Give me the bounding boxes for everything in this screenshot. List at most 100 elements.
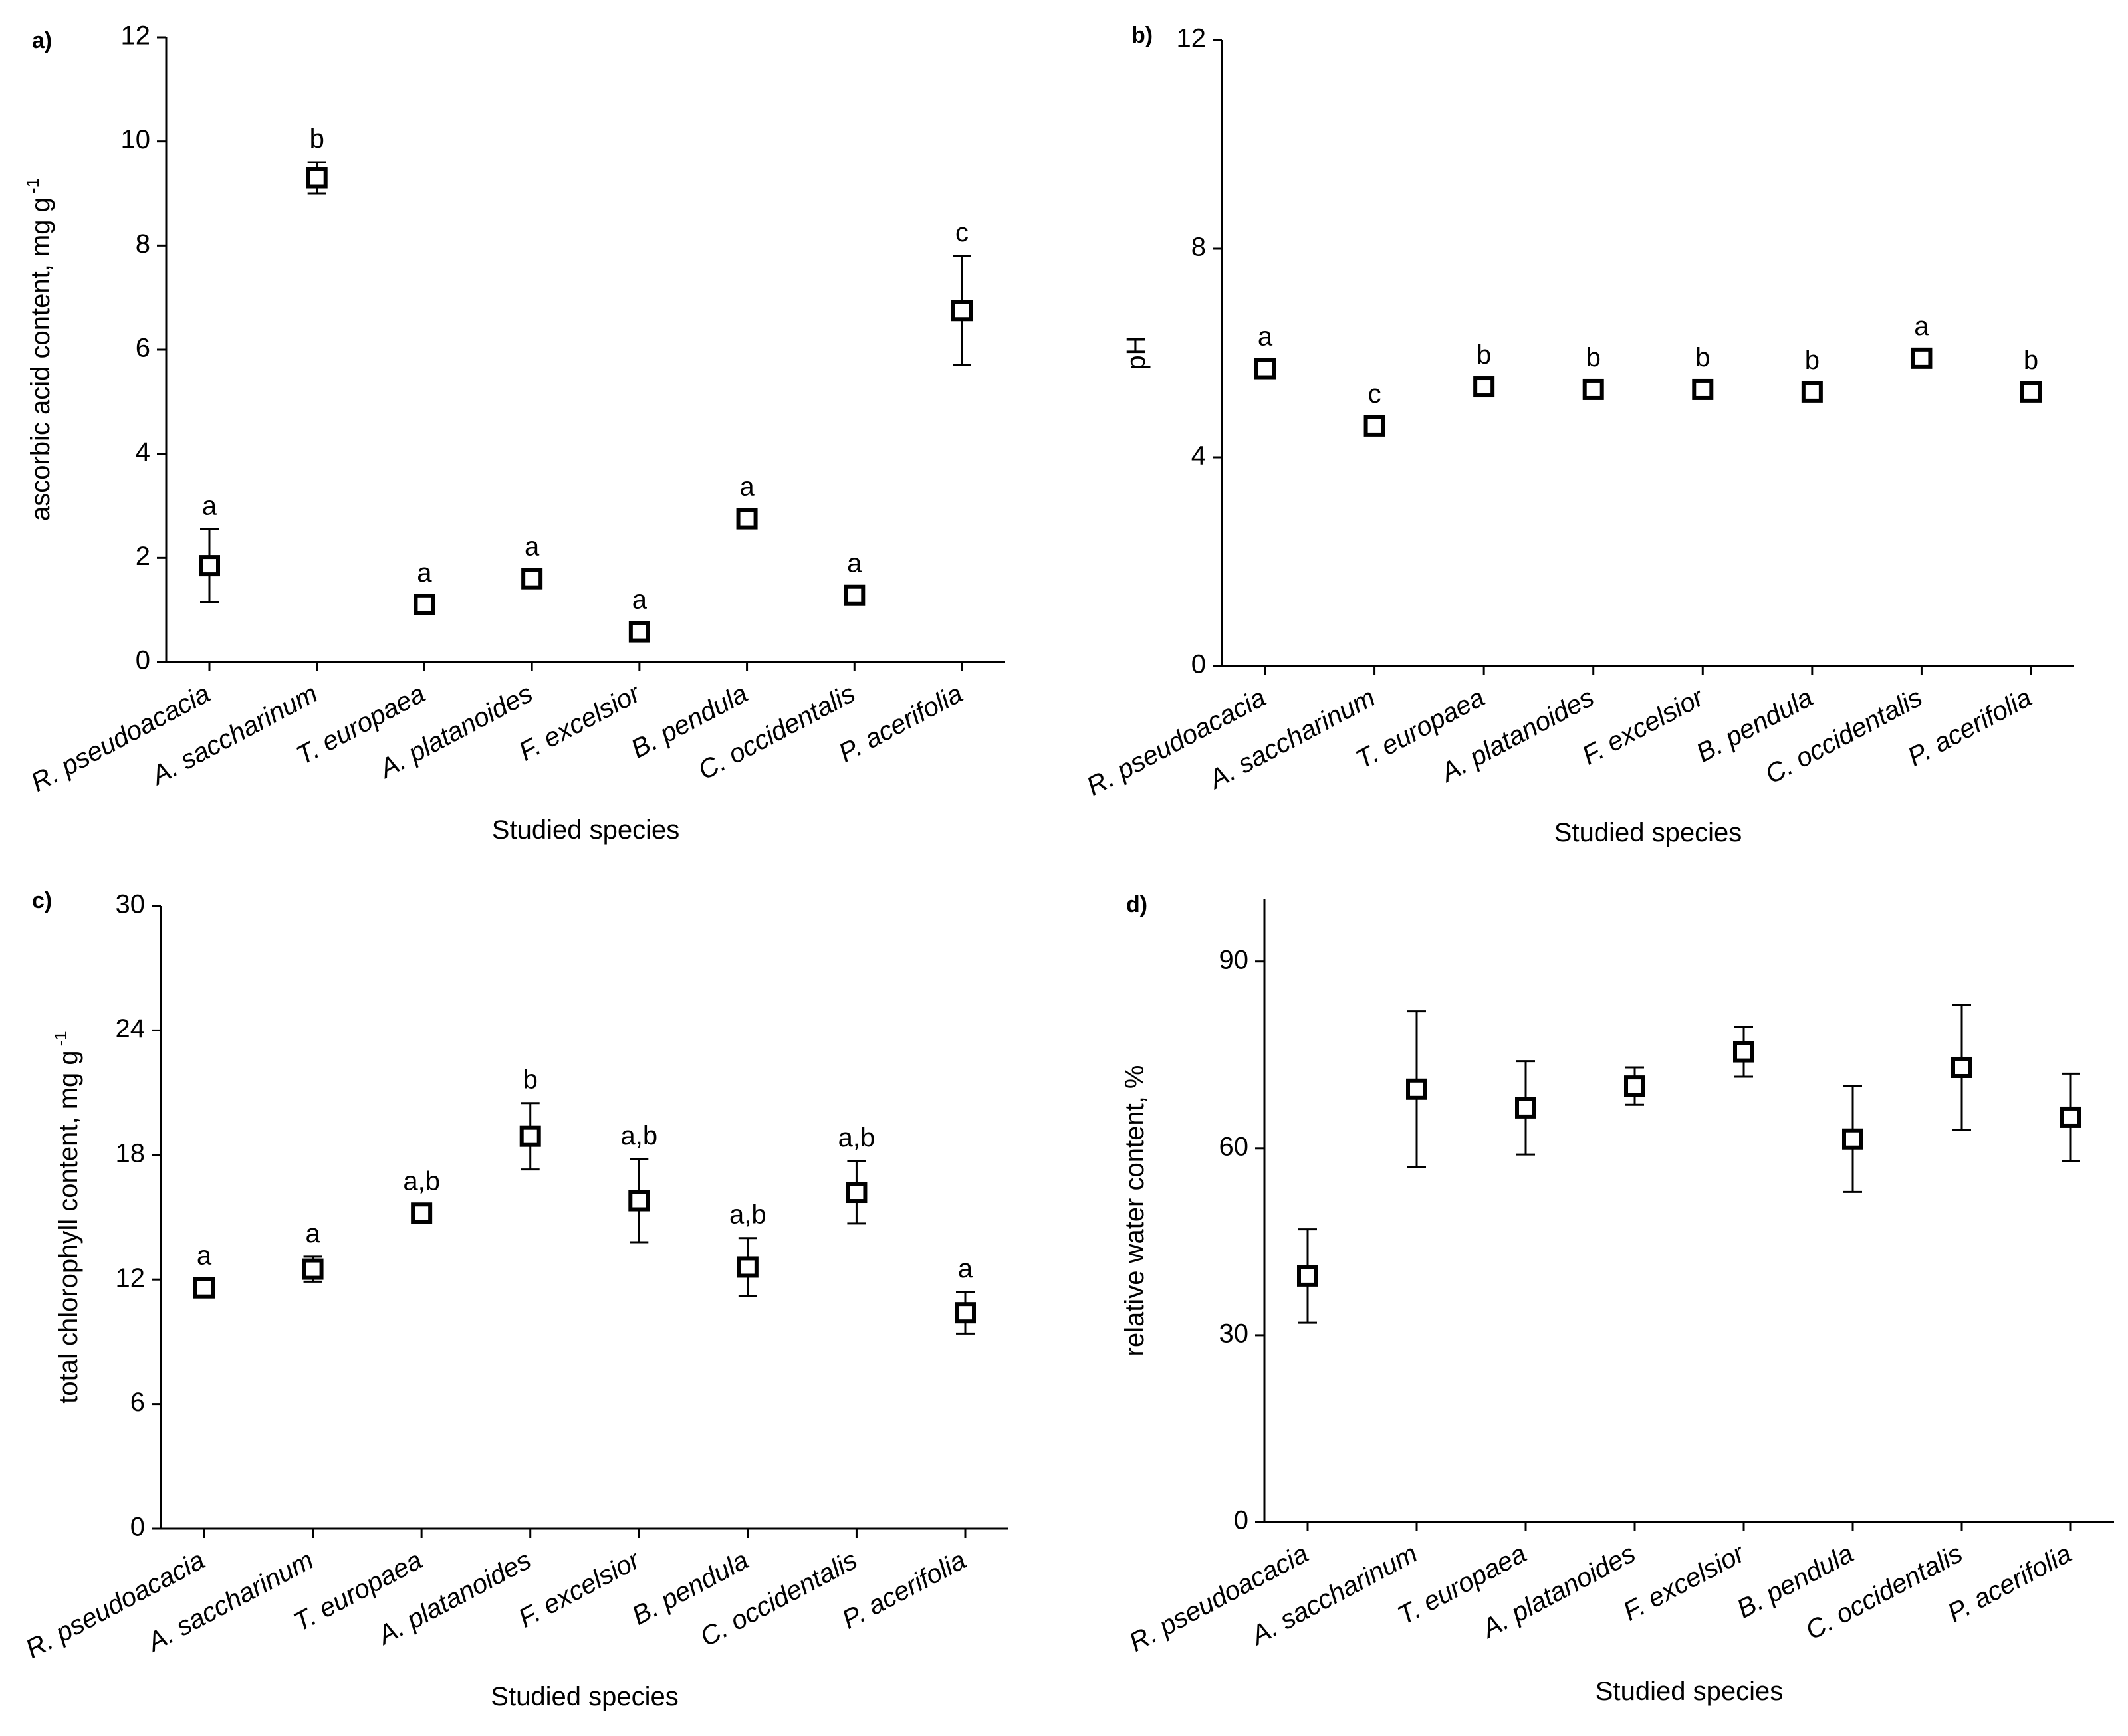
- x-tick-label: F. excelsior: [514, 678, 646, 766]
- panel-label: c): [32, 888, 52, 913]
- x-axis-title: Studied species: [491, 1682, 678, 1711]
- group-letter: a: [847, 549, 862, 578]
- data-point: [1297, 1265, 1318, 1287]
- group-letter: a: [525, 532, 540, 562]
- y-axis-title: pH: [1122, 336, 1151, 370]
- group-letter: a,b: [403, 1166, 440, 1196]
- data-point: [1733, 1041, 1754, 1063]
- group-letter: b: [523, 1065, 538, 1095]
- x-tick-label: F. excelsior: [1619, 1538, 1750, 1626]
- data-point: [199, 555, 220, 577]
- group-letter: b: [2024, 346, 2038, 375]
- y-tick-label: 0: [1191, 650, 1206, 679]
- data-point: [844, 584, 866, 606]
- x-tick-label: P. acerifolia: [838, 1545, 971, 1635]
- group-letter: b: [310, 124, 324, 154]
- data-point: [1951, 1056, 1972, 1078]
- group-letter: a: [305, 1219, 320, 1248]
- y-axis-title-main: ascorbic acid content, mg g: [26, 197, 55, 521]
- data-point: [628, 621, 650, 643]
- y-tick-label: 18: [116, 1139, 146, 1168]
- y-tick-label: 60: [1219, 1132, 1249, 1161]
- data-point: [1582, 378, 1604, 400]
- panel-label: b): [1131, 23, 1153, 48]
- data-point: [1406, 1078, 1427, 1100]
- y-tick-label: 0: [136, 646, 150, 675]
- x-tick-label: P. acerifolia: [1903, 683, 2037, 772]
- group-letter: b: [1477, 340, 1491, 370]
- group-letter: b: [1805, 346, 1820, 375]
- y-tick-label: 6: [136, 334, 150, 363]
- panel-label: a): [32, 28, 52, 53]
- data-point: [628, 1190, 650, 1212]
- data-point: [519, 1125, 541, 1147]
- data-point: [193, 1277, 215, 1299]
- data-point: [955, 1302, 976, 1324]
- y-axis-title: ascorbic acid content, mg g -1: [23, 178, 55, 521]
- data-point: [521, 568, 543, 590]
- group-letter: a,b: [729, 1200, 767, 1230]
- x-axis-title: Studied species: [492, 815, 679, 845]
- y-tick-label: 6: [130, 1388, 145, 1417]
- y-tick-label: 24: [116, 1014, 146, 1043]
- group-letter: b: [1695, 343, 1710, 372]
- data-point: [2020, 381, 2042, 403]
- group-letter: a: [1258, 322, 1273, 352]
- data-point: [1692, 378, 1714, 400]
- data-point: [1911, 347, 1933, 369]
- group-letter: a: [197, 1242, 212, 1271]
- data-point: [1254, 358, 1276, 380]
- data-point: [846, 1182, 868, 1204]
- y-tick-label: 30: [1219, 1319, 1249, 1348]
- data-point: [1842, 1128, 1863, 1150]
- y-axis-title: relative water content, %: [1120, 1065, 1149, 1356]
- y-tick-label: 0: [1234, 1506, 1248, 1535]
- x-tick-label: P. acerifolia: [834, 679, 968, 768]
- y-tick-label: 12: [1177, 24, 1207, 53]
- panel-label: d): [1126, 892, 1147, 917]
- y-axis-title-superscript: -1: [23, 178, 43, 193]
- group-letter: a: [739, 473, 755, 502]
- group-letter: c: [955, 218, 969, 247]
- y-tick-label: 12: [116, 1263, 146, 1293]
- y-axis-title-main: pH: [1122, 336, 1151, 370]
- data-point: [302, 1258, 324, 1280]
- data-point: [306, 167, 328, 189]
- x-tick-label: R. pseudoacacia: [1082, 683, 1270, 802]
- y-axis-title-main: total chlorophyll content, mg g: [54, 1050, 83, 1403]
- group-letter: a,b: [838, 1123, 876, 1152]
- group-letter: a: [958, 1254, 973, 1283]
- group-letter: a: [632, 586, 648, 615]
- group-letter: c: [1368, 380, 1381, 409]
- y-axis-title: total chlorophyll content, mg g -1: [51, 1031, 83, 1404]
- data-point: [411, 1202, 433, 1224]
- group-letter: a: [417, 558, 432, 588]
- y-axis-title-superscript: -1: [51, 1031, 70, 1046]
- data-point: [1624, 1075, 1645, 1097]
- x-axis-title: Studied species: [1554, 818, 1742, 847]
- group-letter: a: [1914, 312, 1929, 341]
- y-tick-label: 10: [121, 125, 151, 154]
- data-point: [414, 594, 435, 615]
- data-point: [2060, 1106, 2081, 1128]
- y-tick-label: 8: [136, 229, 150, 259]
- y-tick-label: 12: [121, 21, 151, 51]
- x-axis-title: Studied species: [1596, 1677, 1783, 1706]
- x-tick-label: R. pseudoacacia: [26, 679, 215, 798]
- y-tick-label: 0: [130, 1513, 145, 1542]
- data-point: [736, 508, 758, 530]
- data-point: [737, 1256, 759, 1278]
- y-tick-label: 30: [116, 890, 146, 919]
- y-axis-title-main: relative water content, %: [1120, 1065, 1149, 1356]
- group-letter: a,b: [620, 1121, 657, 1150]
- y-tick-label: 90: [1219, 945, 1249, 974]
- x-tick-label: F. excelsior: [1578, 682, 1709, 770]
- y-tick-label: 4: [1191, 441, 1206, 471]
- x-tick-label: R. pseudoacacia: [1124, 1539, 1313, 1658]
- data-point: [951, 300, 973, 322]
